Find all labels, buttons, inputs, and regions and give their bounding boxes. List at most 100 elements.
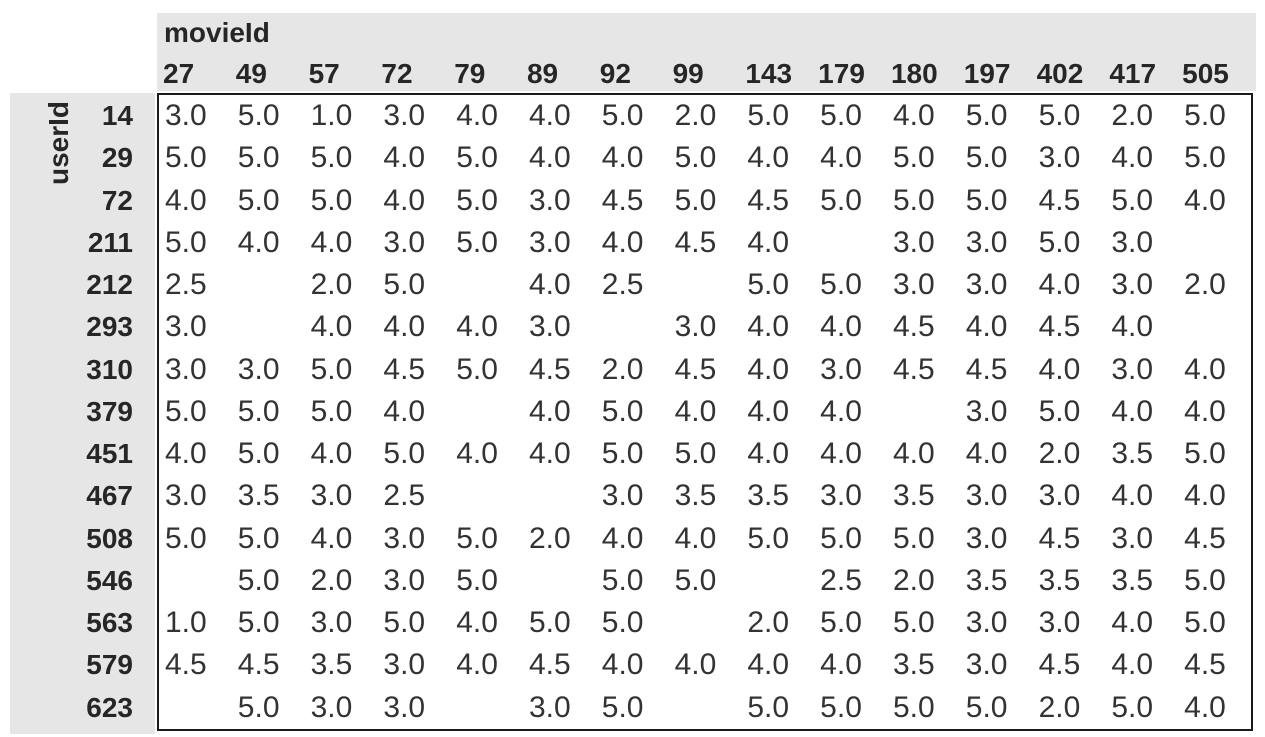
cell: 5.0 bbox=[601, 563, 644, 597]
cell: 4.0 bbox=[601, 141, 644, 175]
cell bbox=[669, 602, 742, 644]
cell: 4.0 bbox=[820, 394, 862, 428]
cell: 2.0 bbox=[1184, 268, 1226, 302]
cell: 3.5 bbox=[892, 479, 935, 513]
cell: 4.5 bbox=[965, 352, 1008, 386]
cell: 4.0 bbox=[1038, 352, 1081, 386]
cell: 3.5 bbox=[747, 479, 790, 513]
cell: 5.0 bbox=[456, 225, 498, 259]
cell: 2.5 bbox=[601, 268, 644, 302]
cell bbox=[741, 560, 814, 602]
cell: 4.0 bbox=[747, 437, 790, 471]
cell: 3.0 bbox=[1111, 521, 1154, 555]
cell: 2.5 bbox=[383, 479, 426, 513]
cell: 5.0 bbox=[820, 521, 862, 555]
cell: 5.0 bbox=[601, 394, 644, 428]
col-tick: 49 bbox=[235, 58, 267, 89]
cell: 5.0 bbox=[237, 394, 280, 428]
cell: 5.0 bbox=[820, 268, 862, 302]
cell: 5.0 bbox=[892, 606, 935, 640]
cell: 5.0 bbox=[237, 99, 280, 132]
cell: 3.0 bbox=[1111, 352, 1154, 386]
cell: 5.0 bbox=[892, 690, 935, 724]
row-tick: 72 bbox=[101, 184, 133, 216]
cell: 5.0 bbox=[674, 563, 717, 597]
cell: 5.0 bbox=[965, 141, 1008, 175]
cell: 4.0 bbox=[456, 648, 498, 682]
cell bbox=[450, 475, 523, 517]
cell bbox=[450, 391, 523, 433]
row-tick: 451 bbox=[86, 438, 133, 470]
cell: 5.0 bbox=[1038, 394, 1081, 428]
cell: 5.0 bbox=[820, 183, 862, 217]
cell: 5.0 bbox=[310, 352, 353, 386]
cell bbox=[1178, 222, 1251, 264]
row-header-band: userId 14 29 72 211 212 293 310 379 451 467 508 546… bbox=[10, 93, 155, 734]
cell: 4.0 bbox=[1111, 394, 1154, 428]
cell: 3.0 bbox=[165, 479, 207, 513]
cell: 5.0 bbox=[601, 437, 644, 471]
cell: 3.0 bbox=[383, 99, 426, 132]
cell: 3.0 bbox=[965, 648, 1008, 682]
cell: 4.5 bbox=[528, 352, 571, 386]
cell: 3.5 bbox=[310, 648, 353, 682]
row-tick: 579 bbox=[86, 649, 133, 681]
cell: 3.0 bbox=[892, 268, 935, 302]
cell: 2.5 bbox=[820, 563, 862, 597]
cell: 3.0 bbox=[383, 521, 426, 555]
cell: 4.0 bbox=[820, 437, 862, 471]
cell: 3.0 bbox=[820, 479, 862, 513]
cell: 4.0 bbox=[1111, 141, 1154, 175]
cell: 5.0 bbox=[310, 141, 353, 175]
cell: 3.5 bbox=[892, 648, 935, 682]
cell bbox=[450, 264, 523, 306]
cell: 5.0 bbox=[747, 99, 790, 132]
cell: 4.0 bbox=[601, 225, 644, 259]
cell bbox=[159, 560, 232, 602]
cell: 4.0 bbox=[1184, 183, 1226, 217]
col-tick: 505 bbox=[1182, 58, 1229, 89]
cell: 5.0 bbox=[528, 606, 571, 640]
row-tick: 211 bbox=[87, 226, 133, 258]
cell: 3.0 bbox=[528, 690, 571, 724]
cell: 4.5 bbox=[1038, 521, 1081, 555]
cell: 5.0 bbox=[820, 606, 862, 640]
cell: 5.0 bbox=[237, 563, 280, 597]
cell: 4.0 bbox=[1184, 394, 1226, 428]
cell bbox=[887, 391, 960, 433]
cell: 3.0 bbox=[528, 183, 571, 217]
cell: 3.0 bbox=[528, 225, 571, 259]
cell bbox=[232, 306, 305, 348]
cell: 4.5 bbox=[165, 648, 207, 682]
row-tick: 467 bbox=[86, 480, 133, 512]
cell: 2.0 bbox=[747, 606, 790, 640]
cell: 4.0 bbox=[674, 394, 717, 428]
cell: 5.0 bbox=[1038, 225, 1081, 259]
cell: 4.5 bbox=[892, 310, 935, 344]
cell: 5.0 bbox=[1111, 690, 1154, 724]
cell: 3.0 bbox=[310, 606, 353, 640]
cell: 4.0 bbox=[820, 141, 862, 175]
cell: 1.0 bbox=[165, 606, 207, 640]
cell: 2.0 bbox=[674, 99, 717, 132]
cell: 4.0 bbox=[310, 225, 353, 259]
cell: 2.0 bbox=[601, 352, 644, 386]
cell: 4.5 bbox=[1184, 648, 1226, 682]
cell: 3.0 bbox=[1038, 606, 1081, 640]
cell: 2.0 bbox=[310, 563, 353, 597]
cell: 4.0 bbox=[165, 437, 207, 471]
cell: 4.0 bbox=[747, 141, 790, 175]
cell: 4.0 bbox=[1038, 268, 1081, 302]
cell: 4.0 bbox=[310, 310, 353, 344]
cell: 3.0 bbox=[237, 352, 280, 386]
cell: 2.0 bbox=[1038, 437, 1081, 471]
cell: 4.0 bbox=[892, 437, 935, 471]
cell: 4.0 bbox=[965, 437, 1008, 471]
cell: 5.0 bbox=[674, 183, 717, 217]
cell: 4.0 bbox=[528, 394, 571, 428]
cell: 4.0 bbox=[820, 310, 862, 344]
cell: 5.0 bbox=[1038, 99, 1081, 132]
cell: 5.0 bbox=[965, 183, 1008, 217]
row-tick: 563 bbox=[86, 607, 133, 639]
cell: 3.0 bbox=[528, 310, 571, 344]
